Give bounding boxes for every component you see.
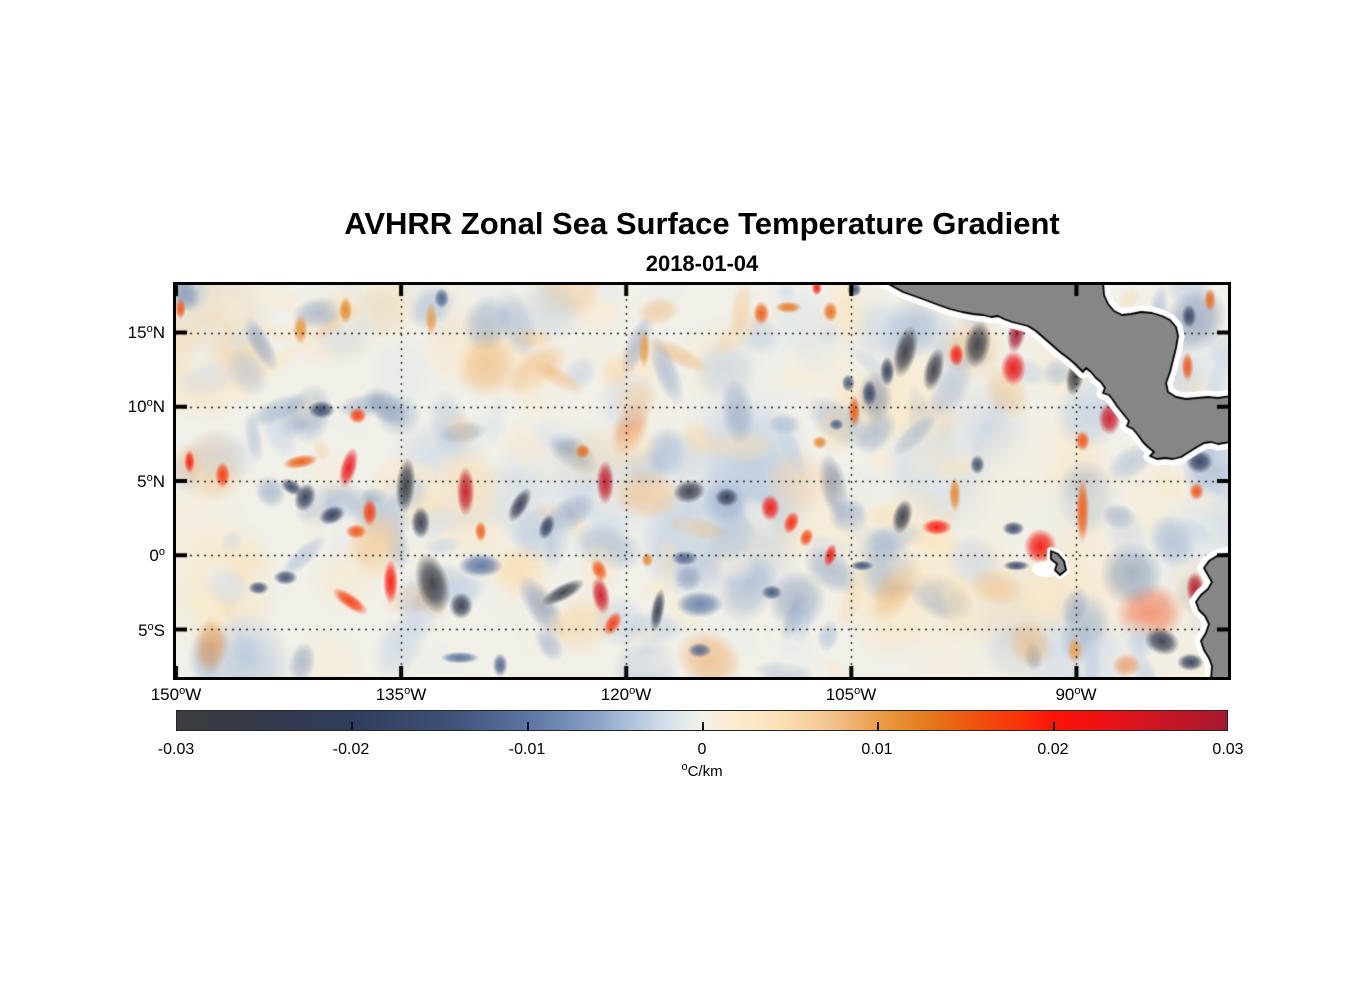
colorbar-label-001: 0.01	[861, 741, 893, 758]
colorbar-tick	[351, 722, 353, 730]
x-tick-105w: 105oW	[825, 685, 877, 704]
colorbar-label-zero: 0	[697, 741, 707, 758]
colorbar-tick	[1053, 722, 1055, 730]
colorbar-label-002: 0.02	[1037, 741, 1069, 758]
colorbar-tick	[702, 722, 704, 730]
map-plot-area	[173, 282, 1231, 680]
y-tick-5s: 5oS	[138, 621, 165, 640]
sst-gradient-map-canvas	[176, 285, 1228, 677]
x-tick-90w: 90oW	[1055, 685, 1097, 704]
x-tick-135w: 135oW	[375, 685, 427, 704]
colorbar-unit-label: oC/km	[681, 761, 723, 781]
colorbar-tick	[877, 722, 879, 730]
colorbar-label-neg003: -0.03	[157, 741, 195, 758]
y-tick-5n: 5oN	[137, 472, 165, 491]
x-tick-150w: 150oW	[150, 685, 202, 704]
colorbar-label-neg002: -0.02	[332, 741, 370, 758]
x-tick-120w: 120oW	[600, 685, 652, 704]
colorbar	[176, 710, 1228, 731]
page-title: AVHRR Zonal Sea Surface Temperature Grad…	[344, 206, 1060, 241]
date-subtitle: 2018-01-04	[645, 251, 759, 276]
y-tick-0: 0o	[149, 546, 165, 565]
y-tick-15n: 15oN	[127, 323, 165, 342]
y-tick-10n: 10oN	[127, 397, 165, 416]
colorbar-tick	[527, 722, 529, 730]
colorbar-label-neg001: -0.01	[508, 741, 546, 758]
colorbar-label-003: 0.03	[1212, 741, 1244, 758]
